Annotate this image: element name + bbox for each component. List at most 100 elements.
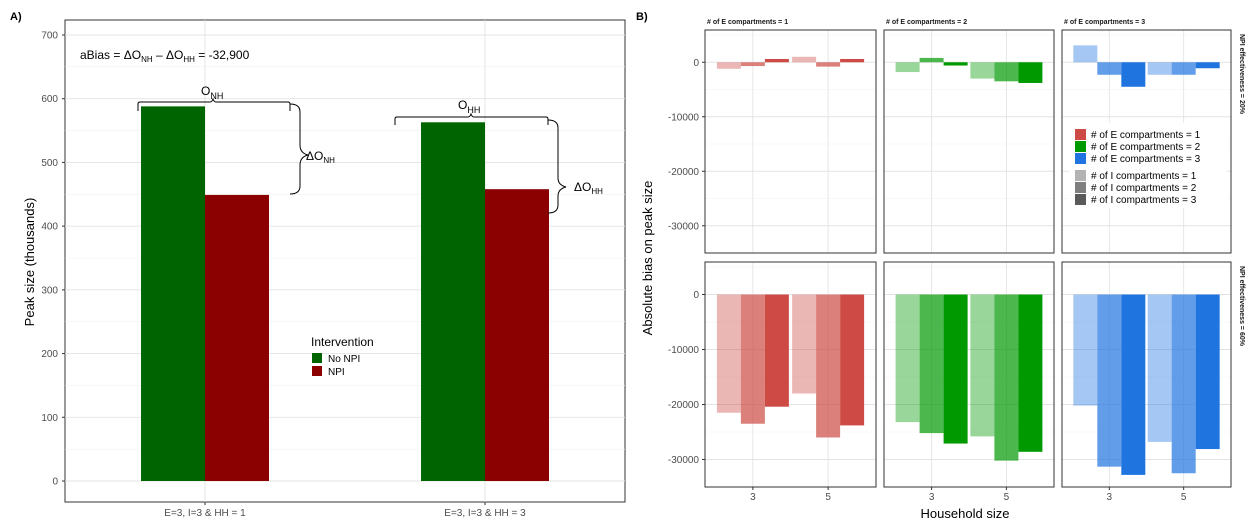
bias-bar-e1-i1-hh3 bbox=[716, 294, 741, 413]
bias-bar-e3-i3-hh5 bbox=[1195, 62, 1220, 69]
legend-swatch-e1 bbox=[1075, 129, 1086, 140]
facet-strip-column-1: # of E compartments = 1 bbox=[707, 19, 788, 26]
x-tick-label: 5 bbox=[825, 492, 831, 503]
bias-bar-e3-i1-hh5 bbox=[1147, 294, 1172, 442]
x-tick-label: 3 bbox=[929, 492, 935, 503]
legend-swatch-npi bbox=[312, 366, 322, 376]
bar-npi-2 bbox=[485, 189, 549, 481]
y-tick-label: -20000 bbox=[668, 400, 700, 411]
legend-label-i3: # of I compartments = 3 bbox=[1091, 195, 1197, 206]
bar-no-npi-1 bbox=[141, 106, 205, 482]
bias-bar-e2-i1-hh3 bbox=[895, 62, 920, 73]
facet-border bbox=[883, 29, 1055, 254]
bias-bar-e1-i1-hh5 bbox=[792, 56, 817, 63]
legend-label-i2: # of I compartments = 2 bbox=[1091, 183, 1197, 194]
legend-label-e1: # of E compartments = 1 bbox=[1091, 130, 1201, 141]
bias-bar-e1-i2-hh5 bbox=[816, 62, 841, 67]
panel-a-label: A) bbox=[10, 11, 22, 23]
legend-title: Intervention bbox=[311, 335, 374, 349]
y-tick-label: 600 bbox=[41, 94, 58, 105]
y-tick-label: 700 bbox=[41, 31, 58, 42]
panel-b-x-axis-title: Household size bbox=[921, 506, 1010, 521]
facet-strip-column-2: # of E compartments = 2 bbox=[886, 19, 967, 26]
delta-o-nh-label: ΔONH bbox=[306, 149, 335, 165]
bias-bar-e2-i2-hh3 bbox=[919, 57, 944, 63]
legend-swatch-e3 bbox=[1075, 153, 1086, 164]
o-hh-brace bbox=[394, 112, 549, 125]
bias-bar-e2-i3-hh5 bbox=[1018, 62, 1043, 83]
abias-value: -32,900 bbox=[209, 48, 250, 62]
legend-swatch-i1 bbox=[1075, 170, 1086, 181]
abias-annotation: aBias = ΔONH – ΔOHH = -32,900 bbox=[80, 48, 250, 64]
facet-border bbox=[1061, 29, 1232, 254]
bias-bar-e1-i1-hh5 bbox=[792, 294, 817, 394]
bias-bar-e2-i3-hh5 bbox=[1018, 294, 1043, 452]
facet-border bbox=[883, 261, 1055, 488]
bias-bar-e2-i2-hh5 bbox=[994, 294, 1019, 461]
bias-bar-e2-i2-hh3 bbox=[919, 294, 944, 434]
y-tick-label: -20000 bbox=[668, 167, 700, 178]
facet-border bbox=[704, 261, 877, 488]
bias-bar-e3-i3-hh3 bbox=[1121, 294, 1146, 475]
legend-swatch-no-npi bbox=[312, 353, 322, 363]
y-tick-label: 0 bbox=[52, 477, 58, 488]
panel-b-label: B) bbox=[636, 11, 648, 23]
facet-panel bbox=[705, 30, 876, 253]
legend-label-e3: # of E compartments = 3 bbox=[1091, 154, 1201, 165]
facet-strip-row-2: NPI effectiveness = 60% bbox=[1238, 266, 1245, 347]
o-nh-label: ONH bbox=[201, 84, 223, 101]
bias-bar-e2-i1-hh3 bbox=[895, 294, 920, 423]
bias-bar-e1-i1-hh3 bbox=[716, 62, 741, 69]
x-tick-label: 5 bbox=[1004, 492, 1010, 503]
facet-strip-column-3: # of E compartments = 3 bbox=[1064, 19, 1145, 26]
bias-bar-e3-i2-hh5 bbox=[1171, 294, 1196, 474]
facet-border bbox=[1061, 261, 1232, 488]
y-tick-label: 0 bbox=[693, 290, 699, 301]
legend-swatch-e2 bbox=[1075, 141, 1086, 152]
y-tick-label: 500 bbox=[41, 158, 58, 169]
bias-bar-e1-i2-hh5 bbox=[816, 294, 841, 438]
bias-bar-e2-i1-hh5 bbox=[970, 294, 995, 437]
x-tick-label: 5 bbox=[1181, 492, 1187, 503]
y-tick-label: 100 bbox=[41, 413, 58, 424]
bar-no-npi-2 bbox=[421, 122, 485, 481]
legend-label-npi: NPI bbox=[328, 367, 345, 378]
o-nh-brace bbox=[137, 97, 291, 111]
bias-bar-e1-i3-hh5 bbox=[840, 294, 865, 426]
bias-bar-e2-i3-hh3 bbox=[943, 294, 968, 444]
bias-bar-e3-i2-hh3 bbox=[1097, 62, 1122, 75]
o-hh-label: OHH bbox=[458, 98, 480, 115]
y-tick-label: -30000 bbox=[668, 455, 700, 466]
panel-a-y-axis-title: Peak size (thousands) bbox=[22, 198, 37, 327]
legend-swatch-i3 bbox=[1075, 194, 1086, 205]
legend-label-i1: # of I compartments = 1 bbox=[1091, 171, 1197, 182]
y-tick-label: -30000 bbox=[668, 221, 700, 232]
y-tick-label: -10000 bbox=[668, 112, 700, 123]
panel-a-y-ticks: 0 100 200 300 400 500 600 700 bbox=[41, 31, 65, 488]
abias-prefix: aBias = bbox=[80, 48, 124, 62]
bias-bar-e3-i2-hh3 bbox=[1097, 294, 1122, 467]
delta-o-nh-brace bbox=[289, 103, 309, 195]
bias-bar-e1-i3-hh3 bbox=[764, 58, 789, 63]
delta-o-hh-brace bbox=[547, 119, 567, 214]
legend-label-no-npi: No NPI bbox=[328, 354, 360, 365]
legend-label-e2: # of E compartments = 2 bbox=[1091, 142, 1201, 153]
panel-b: # of E compartments = 1 # of E compartmen… bbox=[668, 19, 1245, 503]
facet-border bbox=[704, 29, 877, 254]
bias-bar-e3-i1-hh3 bbox=[1073, 45, 1098, 63]
y-tick-label: 300 bbox=[41, 285, 58, 296]
bias-bar-e1-i3-hh3 bbox=[764, 294, 789, 407]
y-tick-label: -10000 bbox=[668, 345, 700, 356]
panel-a: 0 100 200 300 400 500 600 700 E=3, I=3 & HH = 1… bbox=[22, 19, 626, 519]
facet-strip-row-1: NPI effectiveness = 20% bbox=[1238, 34, 1245, 115]
bias-bar-e1-i2-hh3 bbox=[740, 62, 765, 67]
panel-a-x-ticks: E=3, I=3 & HH = 1 E=3, I=3 & HH = 3 bbox=[164, 502, 526, 519]
bias-bar-e2-i1-hh5 bbox=[970, 62, 995, 79]
bias-bar-e3-i3-hh5 bbox=[1195, 294, 1220, 450]
legend-background bbox=[1069, 123, 1227, 208]
y-tick-label: 0 bbox=[693, 58, 699, 69]
x-tick-label: 3 bbox=[1107, 492, 1113, 503]
bias-bar-e2-i2-hh5 bbox=[994, 62, 1019, 82]
panel-a-bars bbox=[141, 106, 549, 482]
panel-a-legend: Intervention No NPI NPI bbox=[311, 335, 374, 378]
